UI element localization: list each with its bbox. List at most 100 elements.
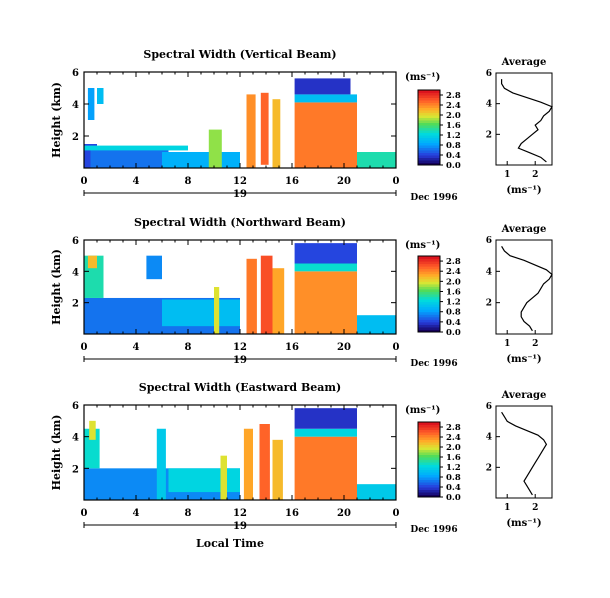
colorbar-swatch (418, 462, 440, 465)
colorbar-swatch (418, 258, 440, 262)
heatmap-cell-10 (294, 428, 357, 437)
colorbar-swatch (418, 299, 440, 303)
colorbar-tick-label: 1.6 (446, 453, 461, 463)
colorbar-frame (417, 255, 441, 333)
colorbar-swatch (418, 266, 440, 270)
colorbar-swatch (418, 439, 440, 443)
heatmap-cell-11 (294, 408, 357, 429)
colorbar-swatch (418, 477, 440, 480)
x-tick-label: 0 (393, 342, 400, 353)
colorbar-swatch (418, 263, 440, 267)
heatmap-cell-9 (294, 436, 357, 500)
date-day-label: 19 (233, 521, 247, 532)
x-tick-label: 16 (285, 508, 299, 519)
colorbar-tick-label: 2.8 (446, 257, 461, 267)
average-x-axis-label: (ms⁻¹) (506, 518, 541, 529)
colorbar-unit-label: (ms⁻¹) (405, 405, 440, 416)
x-tick-label: 8 (185, 176, 192, 187)
colorbar-unit-label: (ms⁻¹) (405, 240, 440, 251)
colorbar-swatch (418, 142, 440, 146)
average-y-tick-label: 4 (486, 267, 492, 277)
date-label: Dec 1996 (410, 193, 457, 203)
average-x-tick-label: 2 (532, 170, 538, 180)
colorbar-swatch (418, 296, 440, 300)
colorbar-swatch (418, 454, 440, 458)
average-x-tick-label: 2 (532, 339, 538, 349)
colorbar-swatch (418, 157, 440, 161)
x-tick-label: 4 (133, 176, 140, 187)
colorbar-swatch (418, 422, 440, 425)
colorbar-tick-label: 1.2 (446, 463, 461, 473)
heatmap-cell-4 (168, 468, 240, 493)
x-tick-label: 20 (337, 508, 351, 519)
colorbar-tick-label: 2.0 (446, 443, 461, 453)
heatmap-cell-2 (89, 420, 96, 440)
heatmap-cell-3 (156, 428, 166, 500)
colorbar-tick-label: 0.8 (446, 141, 461, 151)
colorbar-swatch (418, 162, 440, 166)
heatmap-cell-4 (162, 299, 240, 327)
colorbar-swatch (418, 120, 440, 123)
colorbar-swatch (418, 467, 440, 470)
colorbar-tick-label: 1.2 (446, 298, 461, 308)
colorbar-swatch (418, 489, 440, 493)
colorbar-swatch (418, 132, 440, 136)
colorbar-swatch (418, 145, 440, 148)
x-tick-label: 0 (81, 508, 88, 519)
colorbar-swatch (418, 110, 440, 113)
colorbar-frame (417, 421, 441, 498)
colorbar-swatch (418, 281, 440, 285)
heatmap-cell-5 (246, 94, 256, 168)
y-axis-label: Height (km) (50, 82, 63, 158)
heatmap-cell-8 (272, 268, 285, 334)
colorbar-swatch (418, 429, 440, 433)
colorbar-swatch (418, 107, 440, 111)
colorbar-swatch (418, 424, 440, 428)
colorbar-tick-label: 0.8 (446, 473, 461, 483)
average-profile-panel: Average 2 4 6 1 2 (ms⁻¹) (486, 57, 553, 196)
colorbar-swatch (418, 286, 440, 290)
colorbar-tick-label: 2.4 (446, 101, 461, 111)
chart-panel-0: Spectral Width (Vertical Beam)0 4 8 12 16 20 0… (50, 48, 553, 203)
colorbar-unit-label: (ms⁻¹) (405, 72, 440, 83)
heatmap-cell-10 (294, 263, 357, 272)
colorbar-swatch (418, 459, 440, 463)
x-tick-label: 8 (185, 342, 192, 353)
heatmap-cell-6 (246, 258, 257, 334)
colorbar-swatch (418, 256, 440, 260)
colorbar-tick-label: 0.8 (446, 308, 461, 318)
heatmap-cell-3 (84, 145, 188, 151)
colorbar-swatch (418, 484, 440, 488)
colorbar-swatch (418, 90, 440, 93)
colorbar-swatch (418, 273, 440, 277)
average-y-tick-label: 2 (486, 299, 492, 309)
colorbar-swatch (418, 306, 440, 310)
colorbar-swatch (418, 442, 440, 445)
colorbar-tick-label: 0.4 (446, 483, 461, 493)
chart-title: Spectral Width (Vertical Beam) (143, 48, 336, 61)
colorbar-swatch (418, 482, 440, 485)
colorbar-tick-label: 2.4 (446, 267, 461, 277)
y-tick-label: 2 (72, 464, 79, 475)
x-axis-label: Local Time (196, 537, 264, 550)
average-frame (495, 405, 553, 499)
heatmap-cell-12 (357, 484, 396, 500)
average-profile-line (501, 79, 553, 163)
colorbar-tick-label: 1.2 (446, 131, 461, 141)
average-x-tick-label: 1 (504, 503, 510, 513)
heatmap-cell-6 (260, 92, 269, 165)
colorbar-tick-label: 2.0 (446, 277, 461, 287)
colorbar-tick-label: 1.6 (446, 121, 461, 131)
x-tick-label: 12 (233, 342, 247, 353)
colorbar-swatch (418, 130, 440, 133)
colorbar: 0.00.40.81.21.62.02.42.8 (ms⁻¹) (405, 240, 461, 338)
colorbar-swatch (418, 278, 440, 282)
colorbar-swatch (418, 427, 440, 430)
colorbar-swatch (418, 105, 440, 108)
colorbar-swatch (418, 122, 440, 126)
colorbar-swatch (418, 314, 440, 318)
heatmap-cell-8 (294, 102, 357, 168)
colorbar-swatch (418, 291, 440, 295)
colorbar-swatch (418, 316, 440, 320)
